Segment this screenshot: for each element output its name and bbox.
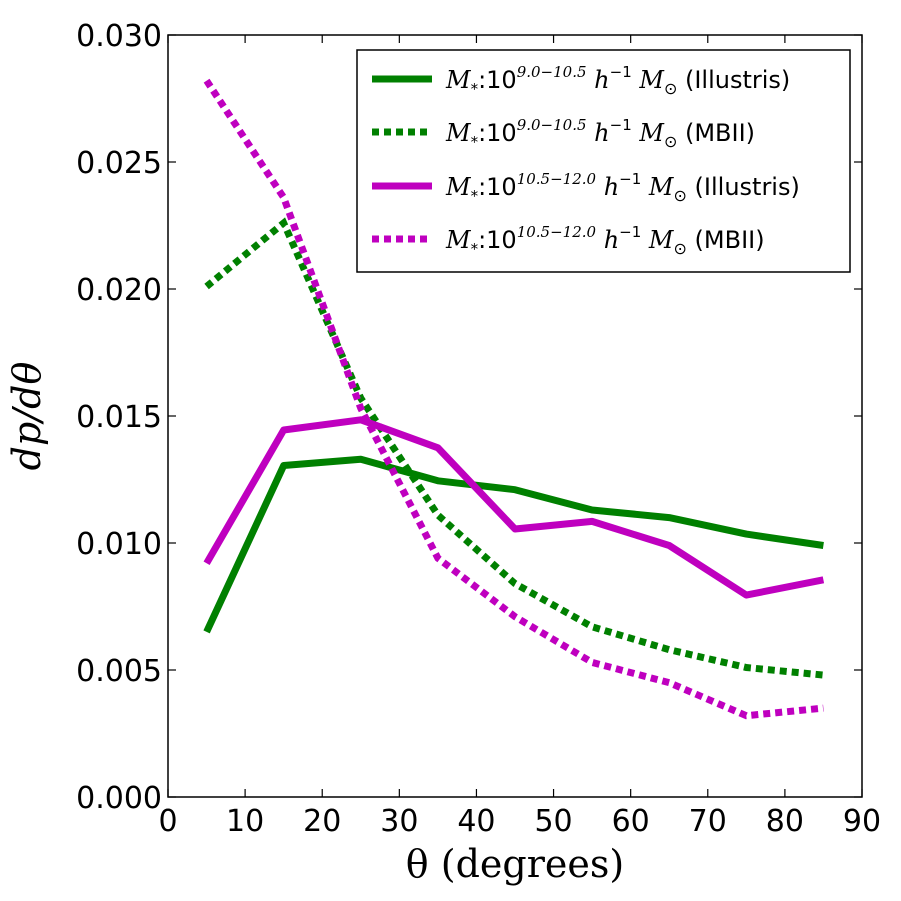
y-tick-label: 0.015 bbox=[76, 400, 162, 435]
series-line-3 bbox=[203, 416, 825, 599]
legend-label-1: M*:109.0−10.5 h−1 M⊙ (Illustris) bbox=[445, 63, 790, 98]
x-tick-label: 90 bbox=[843, 804, 881, 839]
ticks-layer: 0 10 20 30 40 50 60 70 80 90 0.000 0.005 0.010 0.015 0… bbox=[76, 19, 881, 839]
series-layer bbox=[203, 78, 825, 720]
y-axis-label: dp/dθ bbox=[5, 362, 49, 471]
series-line-1 bbox=[203, 455, 824, 634]
y-tick-label: 0.020 bbox=[76, 273, 162, 308]
x-tick-label: 10 bbox=[226, 804, 264, 839]
x-tick-label: 40 bbox=[457, 804, 495, 839]
y-tick-label: 0.030 bbox=[76, 19, 162, 54]
y-tick-label: 0.025 bbox=[76, 146, 162, 181]
legend-label-4: M*:1010.5−12.0 h−1 M⊙ (MBII) bbox=[445, 223, 765, 258]
y-tick-label: 0.005 bbox=[76, 654, 162, 689]
x-axis-label: θ (degrees) bbox=[406, 842, 624, 886]
legend-box bbox=[356, 49, 851, 273]
x-tick-label: 70 bbox=[689, 804, 727, 839]
x-tick-label: 60 bbox=[612, 804, 650, 839]
series-line-4 bbox=[203, 78, 824, 720]
x-tick-label: 50 bbox=[534, 804, 572, 839]
y-tick-label: 0.010 bbox=[76, 527, 162, 562]
x-tick-label: 0 bbox=[158, 804, 177, 839]
x-tick-label: 30 bbox=[380, 804, 418, 839]
legend: M*:109.0−10.5 h−1 M⊙ (Illustris) M*:109.0… bbox=[356, 49, 851, 273]
legend-label-3: M*:1010.5−12.0 h−1 M⊙ (Illustris) bbox=[445, 170, 800, 205]
x-tick-label: 20 bbox=[303, 804, 341, 839]
series-line-2 bbox=[204, 217, 824, 679]
y-tick-label: 0.000 bbox=[76, 781, 162, 816]
x-tick-label: 80 bbox=[766, 804, 804, 839]
legend-label-2: M*:109.0−10.5 h−1 M⊙ (MBII) bbox=[445, 116, 755, 151]
